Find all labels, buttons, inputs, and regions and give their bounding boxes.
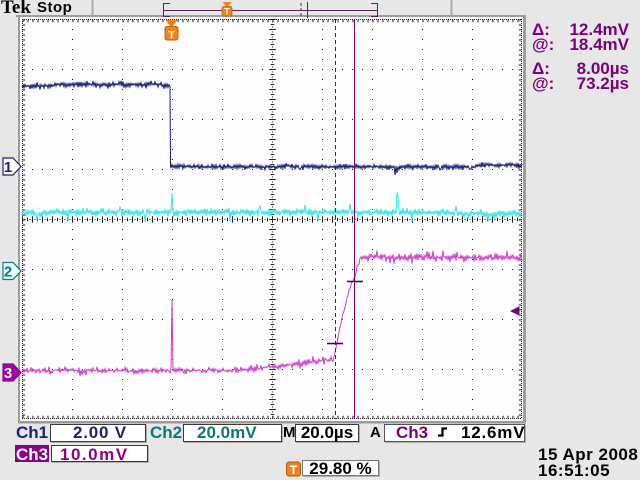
svg-text:T: T (168, 30, 175, 42)
svg-text:2: 2 (4, 264, 12, 281)
svg-text:3: 3 (4, 365, 12, 382)
svg-text:T: T (224, 7, 230, 17)
svg-text:1: 1 (4, 159, 12, 176)
